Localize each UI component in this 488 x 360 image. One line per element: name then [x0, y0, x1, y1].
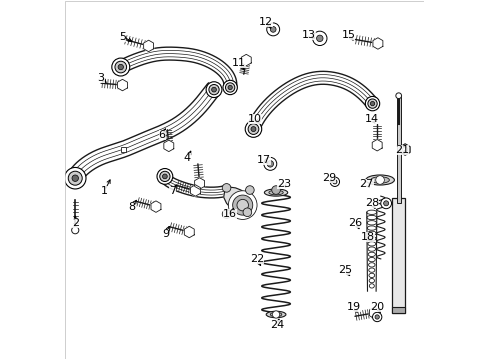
Circle shape	[250, 127, 255, 131]
Text: 19: 19	[346, 302, 360, 312]
Text: 15: 15	[341, 30, 355, 40]
Text: 18: 18	[361, 232, 374, 242]
Circle shape	[247, 124, 258, 134]
Circle shape	[115, 61, 126, 73]
Ellipse shape	[264, 189, 287, 196]
Circle shape	[68, 171, 82, 185]
Ellipse shape	[365, 175, 394, 185]
Polygon shape	[151, 201, 161, 212]
Circle shape	[225, 83, 234, 92]
Text: 20: 20	[369, 302, 384, 312]
Circle shape	[228, 191, 257, 220]
Polygon shape	[190, 185, 200, 196]
Circle shape	[271, 186, 280, 194]
Circle shape	[160, 171, 170, 181]
Text: 17: 17	[257, 155, 271, 165]
Circle shape	[222, 210, 230, 219]
Circle shape	[270, 27, 276, 32]
Text: 14: 14	[364, 114, 378, 124]
Circle shape	[227, 85, 232, 90]
Circle shape	[162, 174, 167, 179]
Ellipse shape	[268, 190, 283, 195]
Text: 27: 27	[359, 179, 373, 189]
Circle shape	[375, 176, 384, 184]
Circle shape	[372, 312, 381, 321]
Circle shape	[395, 93, 401, 99]
Text: 8: 8	[128, 202, 135, 212]
Circle shape	[332, 180, 336, 184]
Polygon shape	[371, 139, 382, 151]
Text: 11: 11	[232, 58, 245, 68]
Circle shape	[316, 35, 323, 41]
Polygon shape	[223, 186, 250, 215]
Text: 2: 2	[72, 218, 79, 228]
Circle shape	[367, 99, 376, 108]
Polygon shape	[194, 178, 204, 189]
Text: 6: 6	[158, 130, 165, 140]
Polygon shape	[143, 40, 153, 51]
Circle shape	[329, 177, 339, 186]
Polygon shape	[368, 307, 379, 319]
Circle shape	[157, 168, 172, 184]
Text: 9: 9	[162, 229, 169, 239]
Bar	[391, 198, 405, 313]
Text: 4: 4	[183, 153, 190, 163]
Circle shape	[118, 64, 123, 70]
Ellipse shape	[265, 311, 285, 318]
Circle shape	[374, 315, 379, 319]
Circle shape	[222, 184, 230, 192]
Text: 7: 7	[169, 186, 176, 196]
Circle shape	[245, 186, 254, 194]
Ellipse shape	[370, 177, 388, 183]
Circle shape	[112, 58, 129, 76]
Circle shape	[243, 208, 251, 217]
Text: 24: 24	[269, 320, 284, 330]
Text: 16: 16	[223, 209, 237, 219]
Circle shape	[365, 96, 379, 111]
Circle shape	[369, 102, 374, 106]
Text: 12: 12	[259, 17, 272, 27]
Bar	[121, 147, 126, 152]
Text: 3: 3	[98, 73, 104, 83]
Polygon shape	[117, 79, 127, 91]
Text: 10: 10	[248, 114, 262, 124]
Text: 23: 23	[276, 179, 290, 189]
Polygon shape	[163, 140, 173, 152]
Circle shape	[232, 195, 252, 215]
Text: 29: 29	[321, 173, 335, 183]
Circle shape	[206, 82, 222, 98]
Circle shape	[208, 85, 219, 95]
Text: 28: 28	[364, 198, 378, 208]
Circle shape	[383, 201, 388, 206]
Circle shape	[64, 167, 86, 189]
Circle shape	[312, 31, 326, 45]
Polygon shape	[372, 38, 382, 49]
Polygon shape	[241, 54, 251, 66]
Text: 21: 21	[394, 144, 408, 154]
Text: 22: 22	[249, 254, 264, 264]
Bar	[391, 307, 405, 313]
Circle shape	[402, 147, 407, 152]
Polygon shape	[184, 226, 194, 238]
Circle shape	[272, 311, 279, 318]
Circle shape	[266, 161, 273, 167]
Circle shape	[72, 175, 78, 181]
Circle shape	[72, 226, 79, 234]
Text: 5: 5	[119, 32, 126, 41]
Circle shape	[380, 198, 391, 209]
Circle shape	[244, 121, 261, 137]
Text: 25: 25	[337, 265, 351, 275]
Circle shape	[264, 157, 276, 170]
Circle shape	[237, 199, 248, 211]
Text: 1: 1	[101, 186, 108, 196]
Text: 13: 13	[302, 30, 315, 40]
Bar	[396, 96, 400, 203]
Text: 26: 26	[348, 218, 362, 228]
Circle shape	[266, 23, 279, 36]
Circle shape	[223, 80, 237, 95]
Ellipse shape	[270, 312, 281, 317]
Circle shape	[211, 87, 216, 92]
